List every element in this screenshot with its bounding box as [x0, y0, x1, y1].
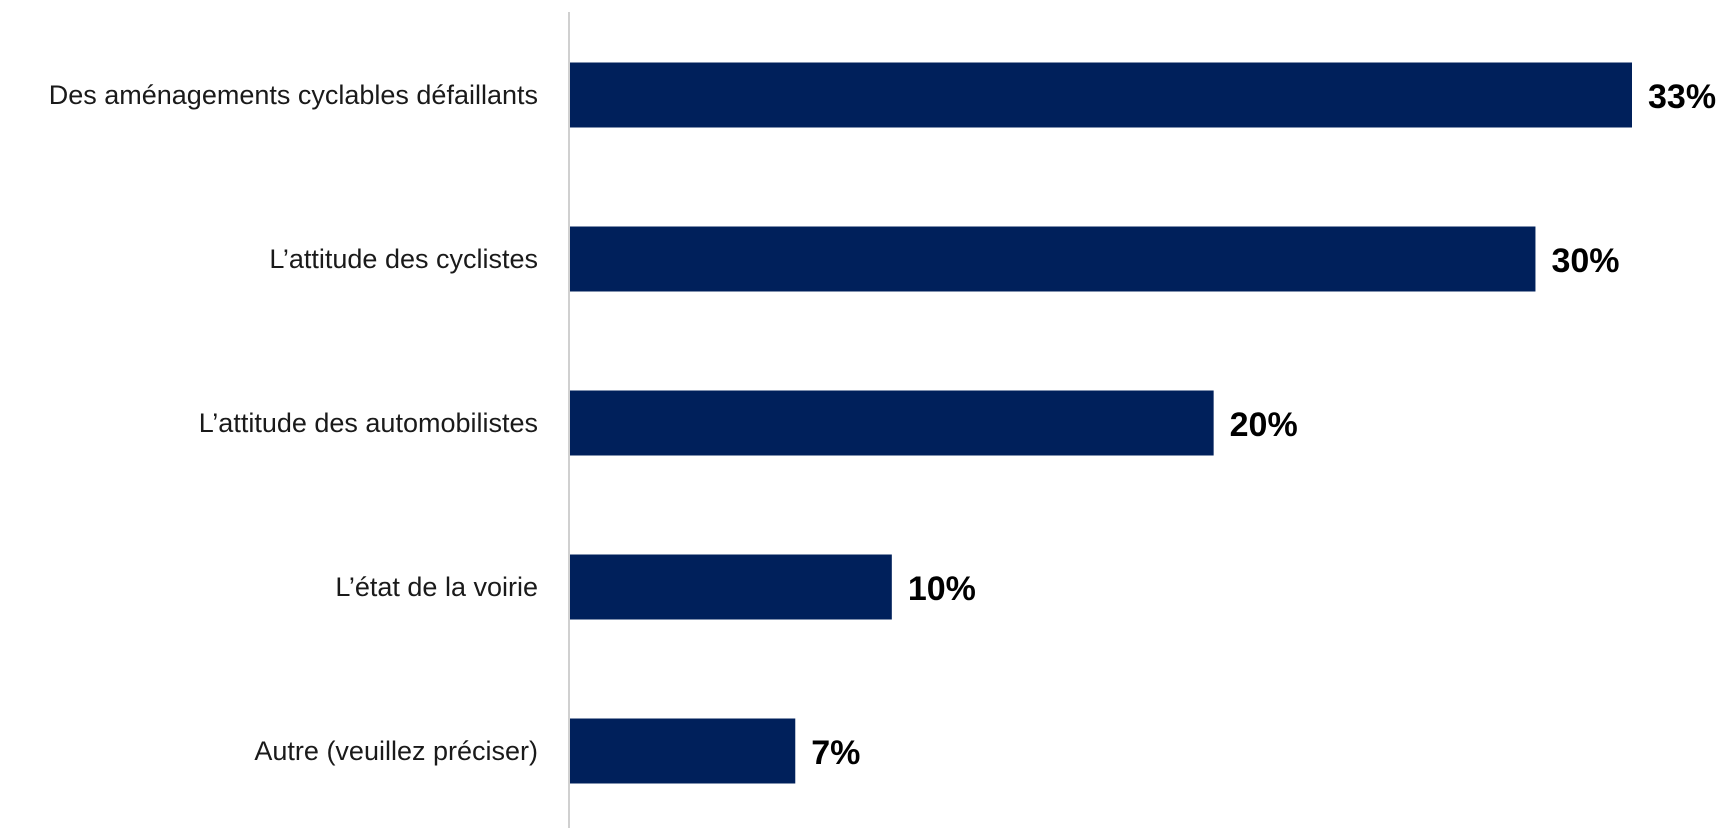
category-label: Autre (veuillez préciser) — [254, 736, 538, 766]
value-label: 20% — [1230, 406, 1298, 444]
category-label: Des aménagements cyclables défaillants — [49, 80, 538, 110]
value-label: 10% — [908, 570, 976, 608]
value-label: 30% — [1551, 242, 1619, 280]
bars-layer — [570, 62, 1632, 784]
value-label: 33% — [1648, 78, 1716, 116]
category-label: L’attitude des automobilistes — [199, 408, 538, 438]
bar — [570, 554, 892, 620]
value-labels: 33% 30% 20% 10% 7% — [811, 78, 1716, 772]
bar — [570, 226, 1536, 292]
bar — [570, 718, 796, 784]
bar — [570, 62, 1632, 128]
category-labels: Des aménagements cyclables défaillants L’… — [49, 80, 538, 766]
bar — [570, 390, 1214, 456]
category-label: L’attitude des cyclistes — [269, 244, 538, 274]
value-label: 7% — [811, 734, 860, 772]
category-label: L’état de la voirie — [335, 572, 538, 602]
